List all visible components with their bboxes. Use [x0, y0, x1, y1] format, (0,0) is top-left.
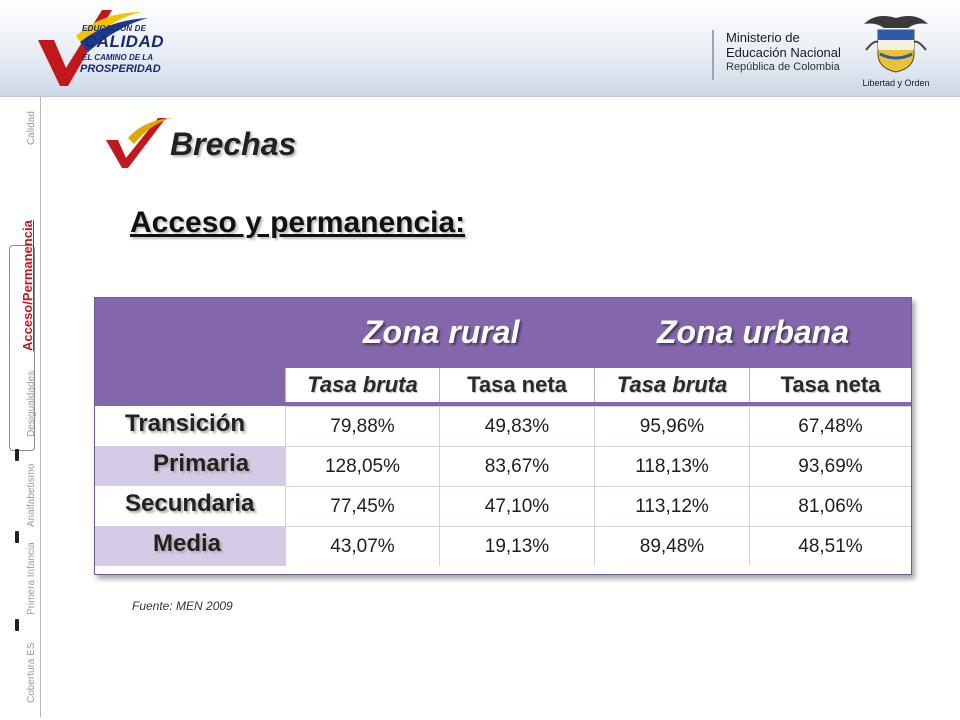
table-row: Media 43,07% 19,13% 89,48% 48,51%	[95, 526, 911, 566]
row-label: Transición	[125, 410, 246, 437]
cell-value: 95,96%	[639, 416, 705, 437]
ministry-line-1: Ministerio de	[726, 30, 800, 45]
cell-value: 93,69%	[798, 456, 863, 477]
table-cell: 95,96%	[594, 406, 749, 446]
table-cell: 113,12%	[594, 486, 749, 526]
cell-value: 48,51%	[798, 536, 863, 557]
zone-rural-heading: Zona rural	[363, 314, 520, 350]
cell-value: 43,07%	[330, 536, 395, 557]
nav-item-acceso-permanencia[interactable]: Acceso/Permanencia	[20, 220, 35, 351]
cell-value: 49,83%	[484, 416, 550, 437]
cell-value: 83,67%	[484, 456, 550, 477]
nav-item-primera-infancia[interactable]: Primera Infancia	[26, 542, 37, 615]
row-label: Primaria	[153, 450, 250, 477]
vertical-nav: Calidad Acceso/Permanencia Desigualdades…	[0, 97, 40, 717]
header-band: EDUCACIÓN DE CALIDAD EL CAMINO DE LA PRO…	[0, 0, 960, 97]
logo-line-3: EL CAMINO DE LA	[82, 53, 153, 62]
table-cell: 19,13%	[439, 526, 594, 566]
table-cell: 79,88%	[285, 406, 439, 446]
column-header: Tasa neta	[439, 368, 594, 402]
cell-value: 79,88%	[330, 416, 395, 437]
row-label-cell: Secundaria	[95, 486, 285, 526]
row-label-cell: Transición	[95, 406, 285, 446]
nav-separator	[15, 619, 19, 631]
cell-value: 118,13%	[635, 456, 709, 477]
table-cell: 43,07%	[285, 526, 439, 566]
table-footer-strip	[95, 566, 911, 574]
row-label-cell: Media	[95, 526, 285, 566]
column-header: Tasa bruta	[285, 368, 439, 402]
nav-separator	[15, 449, 19, 461]
cell-value: 89,48%	[639, 536, 705, 557]
source-note: Fuente: MEN 2009	[132, 599, 233, 613]
active-nav-frame	[9, 245, 35, 451]
table-cell: 89,48%	[594, 526, 749, 566]
table-cell: 128,05%	[285, 446, 439, 486]
side-divider	[40, 97, 41, 717]
nav-item-analfabetismo[interactable]: Analfabetismo	[26, 463, 37, 527]
table-cell: 81,06%	[749, 486, 911, 526]
table-cell: 118,13%	[594, 446, 749, 486]
table-row: Transición 79,88% 49,83% 95,96% 67,48%	[95, 406, 911, 446]
logo-line-2: CALIDAD	[84, 32, 164, 51]
cell-value: 128,05%	[324, 456, 400, 477]
section-title: Brechas	[170, 126, 297, 162]
table-cell: 77,45%	[285, 486, 439, 526]
column-header: Tasa bruta	[594, 368, 749, 402]
nav-item-calidad[interactable]: Calidad	[26, 111, 37, 145]
slide-subtitle: Acceso y permanencia:	[130, 206, 466, 239]
nav-separator	[15, 531, 19, 543]
table-cell: 67,48%	[749, 406, 911, 446]
ministry-line-3: República de Colombia	[726, 61, 840, 73]
table-header: Zona rural Zona urbana Tasa bruta Tasa n…	[95, 298, 911, 406]
cell-value: 77,45%	[330, 496, 395, 517]
column-header-label: Tasa neta	[467, 372, 567, 397]
row-label: Media	[153, 530, 222, 557]
education-quality-logo-icon	[38, 10, 148, 86]
ministry-name: Ministerio de Educación Nacional Repúbli…	[712, 30, 852, 80]
column-header-label: Tasa bruta	[307, 372, 418, 397]
cell-value: 19,13%	[484, 536, 550, 557]
checkmark-icon	[106, 118, 172, 168]
cell-value: 67,48%	[798, 416, 863, 437]
logo-line-4: PROSPERIDAD	[80, 63, 161, 75]
nav-item-cobertura-es[interactable]: Cobertura ES	[26, 642, 37, 703]
table-cell: 47,10%	[439, 486, 594, 526]
table-row: Secundaria 77,45% 47,10% 113,12% 81,06%	[95, 486, 911, 526]
table-cell: 49,83%	[439, 406, 594, 446]
cell-value: 81,06%	[798, 496, 863, 517]
column-header: Tasa neta	[749, 368, 911, 402]
motto-text: Libertad y Orden	[862, 78, 930, 88]
rates-table: Zona rural Zona urbana Tasa bruta Tasa n…	[94, 297, 912, 575]
cell-value: 47,10%	[484, 496, 550, 517]
row-label: Secundaria	[125, 490, 255, 517]
cell-value: 113,12%	[635, 496, 709, 517]
column-header-label: Tasa bruta	[616, 372, 728, 397]
table-row: Primaria 128,05% 83,67% 118,13% 93,69%	[95, 446, 911, 486]
logo-line-1: EDUCACIÓN DE	[82, 24, 147, 33]
table-cell: 48,51%	[749, 526, 911, 566]
ministry-line-2: Educación Nacional	[726, 45, 841, 60]
row-label-cell: Primaria	[95, 446, 285, 486]
table-cell: 93,69%	[749, 446, 911, 486]
table-cell: 83,67%	[439, 446, 594, 486]
nav-item-desigualdades[interactable]: Desigualdades	[26, 370, 37, 437]
coat-of-arms-icon	[864, 16, 928, 73]
zone-urban-heading: Zona urbana	[657, 314, 850, 350]
column-header-label: Tasa neta	[780, 372, 881, 397]
